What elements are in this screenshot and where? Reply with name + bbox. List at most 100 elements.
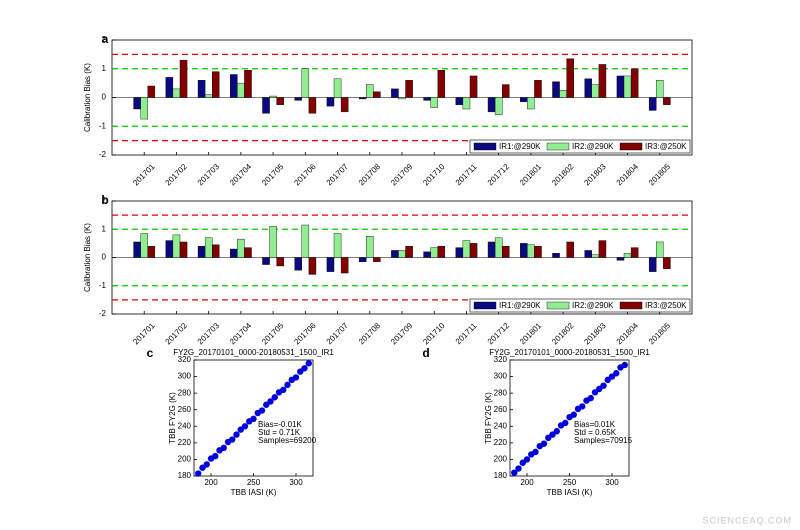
- scatter-point: [523, 456, 531, 463]
- bar: [172, 88, 181, 98]
- bar: [269, 226, 277, 258]
- x-tick-label: 300: [605, 478, 619, 487]
- scatter-point: [511, 469, 518, 476]
- bar: [430, 97, 438, 108]
- scatter-point: [280, 386, 287, 394]
- bar: [527, 97, 535, 110]
- bar: [197, 245, 206, 258]
- bar: [212, 71, 220, 98]
- bar: [437, 245, 446, 258]
- bar: [598, 240, 607, 258]
- bar: [147, 85, 156, 98]
- bar: [398, 97, 406, 100]
- legend-label: IR2:@290K: [572, 142, 614, 151]
- legend-label: IR1:@290K: [499, 142, 541, 151]
- bar: [269, 95, 277, 98]
- bar: [616, 75, 625, 98]
- scatter-point: [195, 470, 202, 477]
- scatter-point: [250, 415, 257, 423]
- bar: [366, 236, 374, 258]
- bar: [423, 97, 431, 101]
- bar: [165, 77, 174, 98]
- annotation: Std = 0.65K: [574, 428, 617, 437]
- bar: [262, 257, 270, 265]
- y-tick-label: -2: [99, 309, 107, 318]
- bar: [358, 257, 367, 262]
- x-tick-label: 250: [247, 478, 261, 487]
- panel-label: c: [147, 346, 154, 360]
- bar: [244, 69, 252, 98]
- y-tick-label: 320: [178, 355, 192, 364]
- bar: [230, 248, 238, 258]
- y-tick-label: 2: [102, 196, 107, 205]
- bar: [598, 64, 607, 98]
- x-tick-label: 250: [563, 478, 577, 487]
- legend-swatch: [473, 301, 497, 310]
- legend-swatch: [619, 301, 643, 310]
- legend-swatch: [546, 142, 570, 151]
- bar: [244, 247, 252, 258]
- annotation: Bias=0.01K: [574, 420, 616, 429]
- bar: [591, 84, 600, 98]
- bar: [437, 69, 446, 98]
- bar: [276, 97, 284, 105]
- scatter-point: [621, 361, 628, 369]
- annotation: Samples=69200: [258, 436, 317, 445]
- bar: [301, 68, 310, 98]
- y-tick-label: 2: [102, 35, 107, 44]
- bar: [656, 80, 664, 98]
- x-axis-label: TBB IASI (K): [547, 488, 593, 497]
- bar: [527, 244, 535, 258]
- bar: [552, 81, 560, 98]
- bar: [294, 257, 302, 271]
- bar: [179, 241, 188, 258]
- y-tick-label: 300: [494, 372, 508, 381]
- bar: [584, 250, 592, 258]
- y-tick-label: 260: [494, 405, 508, 414]
- legend-swatch: [473, 142, 497, 151]
- y-tick-label: -1: [99, 121, 107, 130]
- bar: [520, 97, 528, 103]
- bar: [552, 253, 560, 258]
- bar: [584, 78, 592, 98]
- bar: [147, 245, 156, 258]
- bar: [373, 257, 381, 262]
- y-axis-label: Calibration Bias (K): [83, 63, 92, 132]
- legend-label: IR2:@290K: [572, 301, 614, 310]
- x-axis-label: TBB IASI (K): [231, 488, 277, 497]
- annotation: Samples=70915: [574, 436, 633, 445]
- bar: [559, 90, 567, 98]
- bar: [230, 74, 238, 98]
- bar: [398, 250, 406, 258]
- y-tick-label: -2: [99, 150, 107, 159]
- bar: [469, 243, 478, 258]
- scatter-point: [267, 398, 274, 405]
- bar: [623, 253, 632, 258]
- y-tick-label: 200: [178, 455, 192, 464]
- bar: [276, 257, 284, 267]
- bar: [133, 97, 141, 110]
- bar: [405, 245, 413, 258]
- watermark: SCIENCEAQ.COM: [702, 515, 792, 525]
- bar: [566, 241, 574, 258]
- scatter-point: [212, 452, 219, 460]
- bar: [487, 97, 496, 113]
- scatter-point: [203, 461, 210, 468]
- scatter-point: [229, 436, 236, 443]
- y-tick-label: -1: [99, 281, 107, 290]
- scatter-point: [233, 431, 240, 438]
- y-tick-label: 280: [178, 388, 192, 397]
- scatter-point: [562, 419, 569, 427]
- y-tick-label: 280: [494, 388, 508, 397]
- bar: [358, 97, 367, 100]
- bar: [663, 97, 671, 105]
- legend-swatch: [619, 142, 643, 151]
- bar: [140, 97, 148, 120]
- bar: [366, 84, 374, 98]
- bar: [140, 233, 148, 258]
- bar: [212, 244, 220, 258]
- bar: [262, 97, 270, 114]
- bar: [591, 254, 600, 258]
- y-axis-label: TBB FY2G (K): [484, 392, 493, 444]
- bar: [391, 250, 399, 258]
